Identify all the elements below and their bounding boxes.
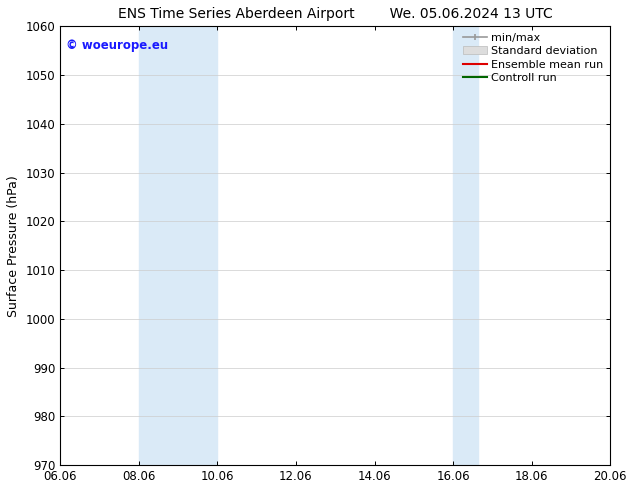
- Bar: [139, 26, 217, 465]
- Bar: [453, 26, 478, 465]
- Y-axis label: Surface Pressure (hPa): Surface Pressure (hPa): [7, 175, 20, 317]
- Title: ENS Time Series Aberdeen Airport        We. 05.06.2024 13 UTC: ENS Time Series Aberdeen Airport We. 05.…: [118, 7, 553, 21]
- Text: © woeurope.eu: © woeurope.eu: [65, 40, 168, 52]
- Legend: min/max, Standard deviation, Ensemble mean run, Controll run: min/max, Standard deviation, Ensemble me…: [458, 28, 608, 87]
